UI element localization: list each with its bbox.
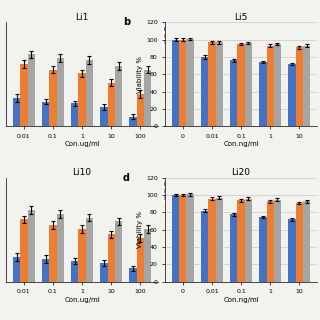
Title: Li20: Li20 [232, 168, 251, 177]
Bar [57, 58, 64, 239]
Bar [42, 101, 49, 239]
Bar [108, 83, 115, 239]
Bar [78, 229, 86, 320]
Bar [296, 203, 303, 282]
Bar [288, 220, 296, 282]
Bar [49, 69, 57, 239]
Bar [230, 60, 237, 126]
X-axis label: Con.ng/ml: Con.ng/ml [223, 141, 259, 148]
Title: Li5: Li5 [235, 12, 248, 22]
Bar [303, 46, 310, 126]
Bar [208, 199, 216, 282]
Bar [28, 54, 35, 239]
Bar [303, 201, 310, 282]
Legend: MCF7, HEPG2, HCT116: MCF7, HEPG2, HCT116 [162, 25, 193, 47]
Legend: MCF-7, HEPG-2, HCT-116: MCF-7, HEPG-2, HCT-116 [162, 181, 195, 202]
Bar [172, 40, 179, 126]
Bar [296, 47, 303, 126]
Bar [267, 201, 274, 282]
Bar [237, 44, 245, 126]
Bar [13, 98, 20, 239]
Bar [208, 42, 216, 126]
Bar [49, 225, 57, 320]
Text: b: b [123, 17, 130, 27]
Bar [20, 220, 28, 320]
Bar [137, 94, 144, 239]
Bar [86, 60, 93, 239]
Bar [115, 66, 122, 239]
Bar [115, 221, 122, 320]
Bar [237, 200, 245, 282]
Bar [288, 64, 296, 126]
Bar [179, 195, 187, 282]
Bar [245, 43, 252, 126]
Bar [71, 261, 78, 320]
X-axis label: Con.ng/ml: Con.ng/ml [223, 297, 259, 303]
Bar [230, 214, 237, 282]
Bar [201, 57, 208, 126]
Bar [216, 42, 223, 126]
Bar [108, 235, 115, 320]
X-axis label: Con.ug/ml: Con.ug/ml [64, 141, 100, 148]
Bar [144, 229, 151, 320]
Bar [245, 199, 252, 282]
Bar [86, 218, 93, 320]
Bar [129, 117, 137, 239]
Bar [274, 44, 281, 126]
Bar [201, 211, 208, 282]
Bar [129, 268, 137, 320]
Y-axis label: Viability %: Viability % [137, 211, 143, 248]
Bar [187, 194, 194, 282]
Y-axis label: Viability %: Viability % [137, 56, 143, 93]
Bar [216, 198, 223, 282]
Bar [28, 210, 35, 320]
Bar [71, 103, 78, 239]
Bar [100, 107, 108, 239]
Bar [179, 40, 187, 126]
Bar [172, 195, 179, 282]
Bar [144, 69, 151, 239]
Bar [100, 263, 108, 320]
Bar [137, 238, 144, 320]
Bar [42, 259, 49, 320]
Bar [187, 39, 194, 126]
Bar [274, 200, 281, 282]
Bar [259, 217, 267, 282]
Bar [13, 257, 20, 320]
Bar [267, 46, 274, 126]
Title: Li10: Li10 [73, 168, 92, 177]
Title: Li1: Li1 [76, 12, 89, 22]
Bar [57, 214, 64, 320]
Bar [78, 73, 86, 239]
X-axis label: Con.ug/ml: Con.ug/ml [64, 297, 100, 303]
Text: d: d [123, 173, 130, 183]
Bar [20, 64, 28, 239]
Bar [259, 62, 267, 126]
